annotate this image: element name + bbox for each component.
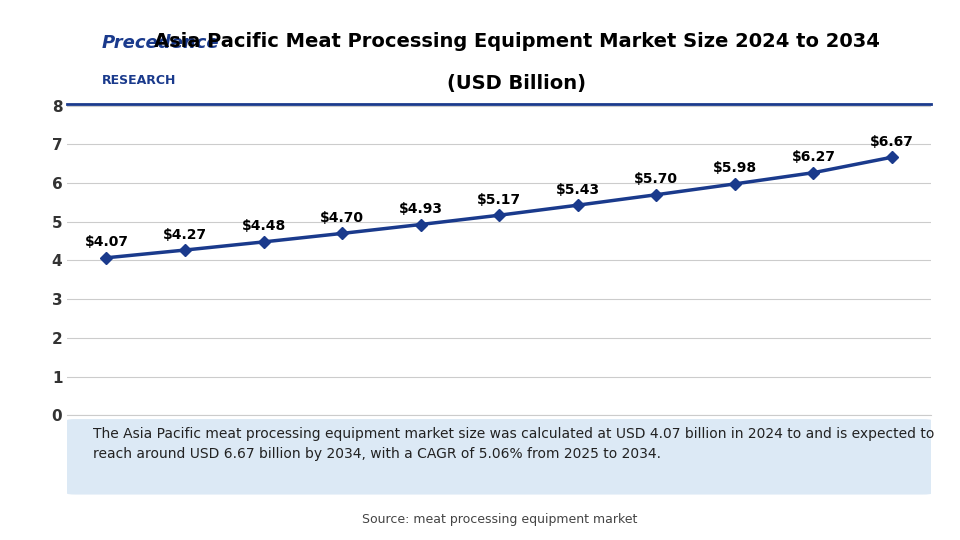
Text: $4.27: $4.27 xyxy=(163,227,207,241)
Text: $5.98: $5.98 xyxy=(712,161,756,176)
Text: (USD Billion): (USD Billion) xyxy=(447,75,586,93)
Text: $5.70: $5.70 xyxy=(635,172,679,186)
Text: Source: meat processing equipment market: Source: meat processing equipment market xyxy=(362,513,636,526)
Text: $5.43: $5.43 xyxy=(556,183,600,197)
Text: Precedence: Precedence xyxy=(102,34,220,52)
Text: $6.67: $6.67 xyxy=(870,134,914,149)
Text: $4.48: $4.48 xyxy=(241,219,286,233)
FancyBboxPatch shape xyxy=(67,420,931,494)
Text: The Asia Pacific meat processing equipment market size was calculated at USD 4.0: The Asia Pacific meat processing equipme… xyxy=(93,427,934,461)
Text: $4.07: $4.07 xyxy=(84,235,129,249)
Text: Asia Pacific Meat Processing Equipment Market Size 2024 to 2034: Asia Pacific Meat Processing Equipment M… xyxy=(154,32,879,51)
Text: $6.27: $6.27 xyxy=(791,150,835,164)
Text: $4.70: $4.70 xyxy=(320,211,364,225)
Text: RESEARCH: RESEARCH xyxy=(102,75,176,87)
Text: $5.17: $5.17 xyxy=(477,193,521,207)
Text: $4.93: $4.93 xyxy=(398,202,443,216)
